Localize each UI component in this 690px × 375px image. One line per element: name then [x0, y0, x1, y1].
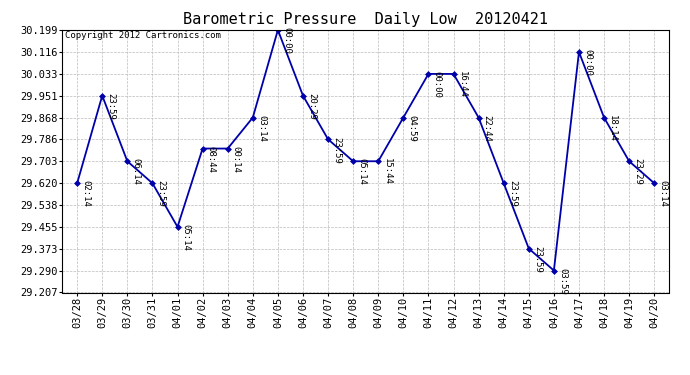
Text: 23:59: 23:59 — [508, 180, 517, 207]
Text: 23:59: 23:59 — [157, 180, 166, 207]
Text: 23:59: 23:59 — [106, 93, 115, 120]
Text: 22:44: 22:44 — [483, 115, 492, 142]
Text: 00:00: 00:00 — [433, 71, 442, 98]
Title: Barometric Pressure  Daily Low  20120421: Barometric Pressure Daily Low 20120421 — [184, 12, 548, 27]
Text: 06:14: 06:14 — [132, 159, 141, 185]
Text: 00:14: 00:14 — [232, 146, 241, 172]
Text: 03:14: 03:14 — [257, 115, 266, 142]
Text: 00:00: 00:00 — [583, 49, 592, 76]
Text: 03:59: 03:59 — [558, 268, 567, 295]
Text: 02:14: 02:14 — [81, 180, 90, 207]
Text: 23:59: 23:59 — [533, 246, 542, 273]
Text: 05:14: 05:14 — [181, 224, 190, 251]
Text: 03:14: 03:14 — [658, 180, 667, 207]
Text: 20:29: 20:29 — [307, 93, 316, 120]
Text: 05:14: 05:14 — [357, 159, 366, 185]
Text: 08:44: 08:44 — [207, 146, 216, 172]
Text: 00:00: 00:00 — [282, 27, 291, 54]
Text: 16:44: 16:44 — [457, 71, 466, 98]
Text: 18:14: 18:14 — [608, 115, 618, 142]
Text: 23:29: 23:29 — [633, 159, 642, 185]
Text: 23:59: 23:59 — [332, 136, 342, 164]
Text: Copyright 2012 Cartronics.com: Copyright 2012 Cartronics.com — [65, 32, 221, 40]
Text: 04:59: 04:59 — [408, 115, 417, 142]
Text: 15:44: 15:44 — [382, 159, 391, 185]
